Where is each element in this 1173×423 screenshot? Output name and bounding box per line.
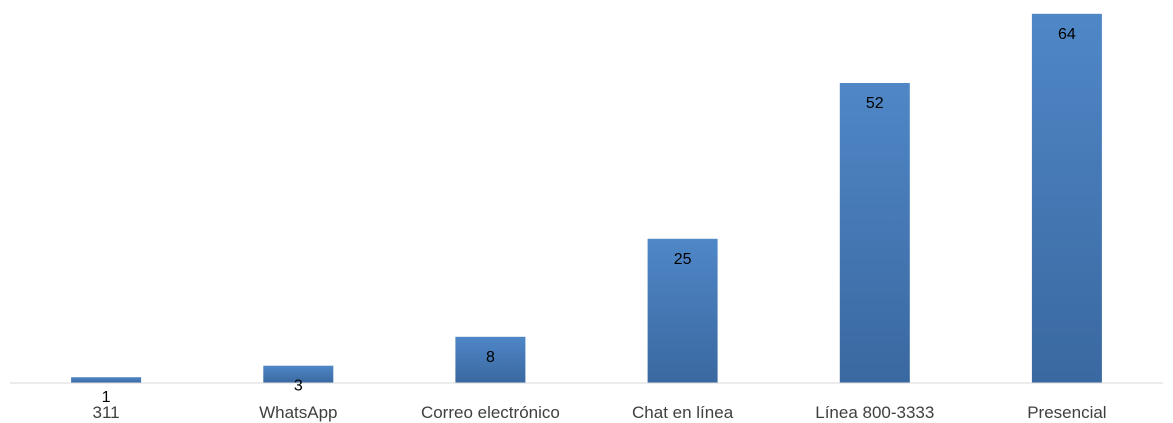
bar-0	[71, 377, 142, 383]
data-labels-layer: 1 3 8 25 52 64	[102, 26, 1076, 406]
bars-layer	[71, 13, 1102, 384]
data-label-2: 8	[486, 349, 495, 366]
data-label-4: 52	[866, 95, 884, 112]
bar-1	[263, 365, 334, 383]
x-tick-label-0: 311	[93, 403, 120, 422]
bar-2	[455, 336, 526, 383]
x-tick-label-3: Chat en línea	[632, 403, 734, 422]
bar-3	[647, 238, 718, 383]
x-tick-labels-layer: 311 WhatsApp Correo electrónico Chat en lín…	[93, 403, 1107, 422]
data-label-0: 1	[102, 389, 111, 406]
bar-5	[1031, 13, 1102, 384]
data-label-3: 25	[674, 251, 692, 268]
x-tick-label-2: Correo electrónico	[421, 403, 560, 422]
data-label-1: 3	[294, 378, 303, 395]
x-tick-label-5: Presencial	[1027, 403, 1106, 422]
data-label-5: 64	[1058, 26, 1076, 43]
bar-4	[839, 83, 910, 383]
x-tick-label-4: Línea 800-3333	[815, 403, 934, 422]
x-tick-label-1: WhatsApp	[259, 403, 337, 422]
